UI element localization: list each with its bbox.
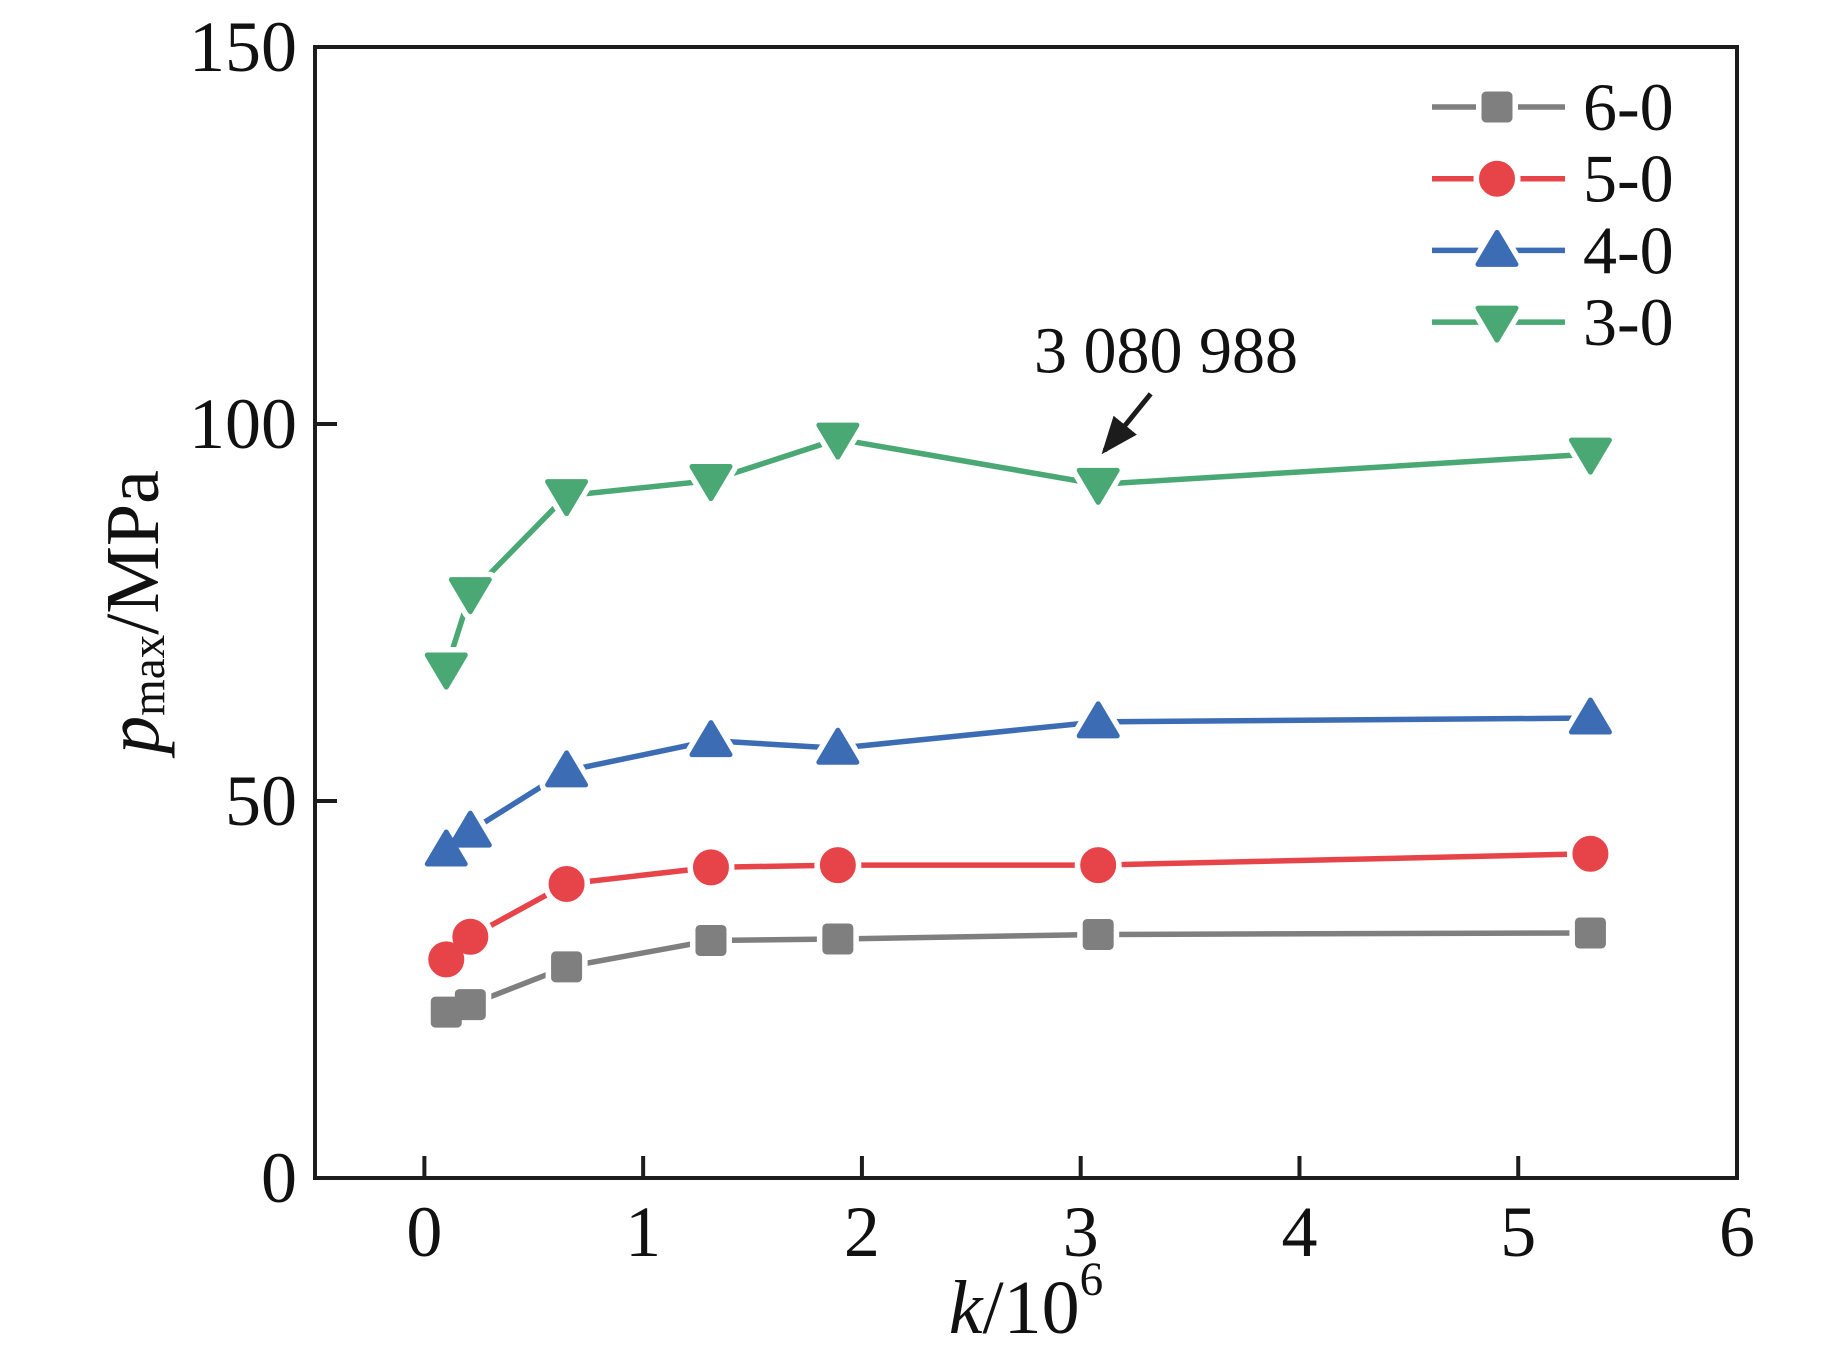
- x-tick-label: 0: [406, 1192, 442, 1272]
- marker-3-0: [448, 577, 492, 615]
- series-4-0: [419, 692, 1618, 873]
- marker-5-0: [452, 918, 489, 955]
- y-tick-label: 150: [189, 7, 297, 87]
- legend-marker: [1475, 305, 1519, 343]
- marker-6-0: [1082, 918, 1114, 950]
- marker-3-0: [424, 652, 468, 690]
- marker-6-0: [695, 924, 727, 956]
- x-axis-title: k/106: [949, 1254, 1103, 1350]
- legend-marker: [1475, 229, 1519, 267]
- marker-4-0: [448, 810, 492, 848]
- x-tick-label: 5: [1500, 1192, 1536, 1272]
- legend-item-5-0: 5-0: [1432, 141, 1674, 217]
- marker-5-0: [692, 849, 729, 886]
- marker-5-0: [819, 847, 856, 884]
- legend-item-3-0: 3-0: [1432, 284, 1674, 360]
- marker-6-0: [551, 951, 583, 983]
- legend-label: 3-0: [1583, 284, 1674, 360]
- annotation-arrow: [1101, 392, 1153, 455]
- legend-marker: [1481, 91, 1513, 123]
- series-6-0: [425, 911, 1612, 1034]
- legend-label: 6-0: [1583, 69, 1674, 145]
- marker-4-0: [1076, 701, 1120, 739]
- legend-item-4-0: 4-0: [1432, 212, 1674, 288]
- marker-5-0: [1572, 835, 1609, 872]
- series-5-0: [422, 830, 1614, 983]
- marker-4-0: [1568, 697, 1612, 735]
- y-axis-title: pmax/MPa: [91, 470, 175, 759]
- marker-5-0: [548, 865, 585, 902]
- marker-6-0: [1574, 917, 1606, 949]
- legend-marker: [1479, 160, 1515, 197]
- x-tick-label: 6: [1719, 1192, 1755, 1272]
- legend-label: 4-0: [1583, 212, 1674, 288]
- legend-item-6-0: 6-0: [1432, 69, 1674, 145]
- marker-4-0: [545, 750, 589, 788]
- annotation-text: 3 080 988: [1034, 314, 1298, 387]
- y-tick-label: 100: [189, 384, 297, 464]
- marker-4-0: [816, 727, 860, 765]
- marker-3-0: [689, 464, 733, 502]
- marker-4-0: [689, 720, 733, 758]
- plot-frame: [313, 45, 1739, 1180]
- marker-5-0: [428, 941, 465, 978]
- marker-3-0: [816, 422, 860, 460]
- series-3-0: [419, 417, 1618, 696]
- x-tick-label: 4: [1281, 1192, 1317, 1272]
- marker-6-0: [454, 989, 486, 1021]
- y-tick-label: 0: [261, 1138, 297, 1218]
- marker-6-0: [822, 923, 854, 955]
- legend-label: 5-0: [1583, 141, 1674, 217]
- x-tick-label: 3: [1063, 1192, 1099, 1272]
- marker-3-0: [545, 479, 589, 517]
- marker-4-0: [424, 829, 468, 867]
- x-tick-label: 2: [844, 1192, 880, 1272]
- y-tick-label: 50: [225, 761, 297, 841]
- marker-3-0: [1568, 437, 1612, 475]
- marker-5-0: [1080, 847, 1117, 884]
- x-tick-label: 1: [625, 1192, 661, 1272]
- marker-3-0: [1076, 467, 1120, 505]
